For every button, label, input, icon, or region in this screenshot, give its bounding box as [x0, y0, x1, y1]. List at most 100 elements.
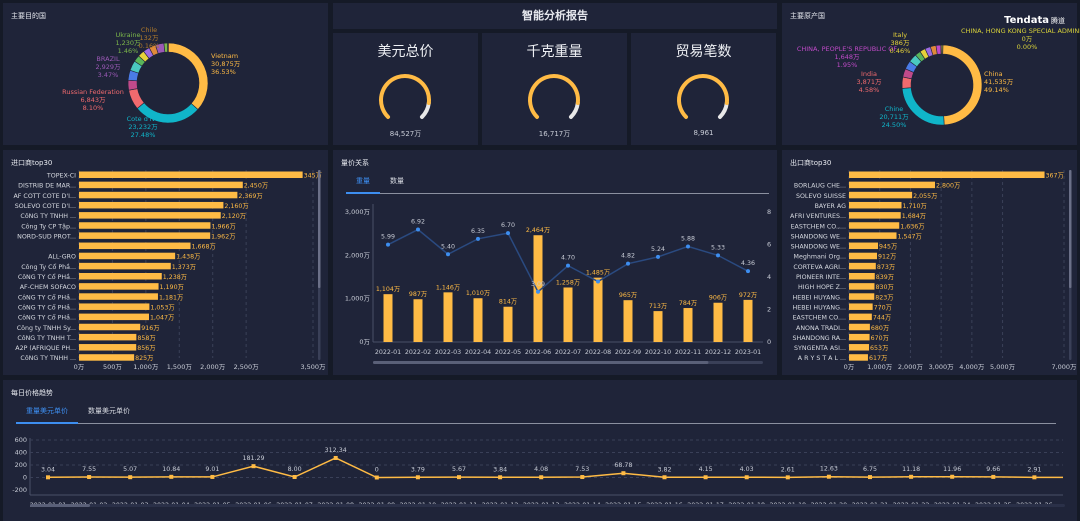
- slice-percent: 1.95%: [837, 61, 858, 69]
- slice-label: 132万: [140, 34, 159, 42]
- bar-category-label: Meghmani Org...: [794, 254, 846, 261]
- line-point: [251, 464, 256, 469]
- x-tick-label: 500万: [103, 363, 122, 371]
- bar: [443, 292, 453, 342]
- scrollbar-thumb[interactable]: [1069, 170, 1072, 288]
- scrollbar[interactable]: [30, 504, 1065, 507]
- y-left-tick: 2,000万: [345, 251, 371, 259]
- bar-value-label: 1,636万: [900, 222, 924, 230]
- kpi-gauge: [677, 74, 729, 119]
- bar-category-label: AFRI VENTURES...: [790, 213, 846, 220]
- bar-category-label: TOPEX-CI: [46, 173, 76, 180]
- line-value-label: 6.92: [411, 219, 425, 226]
- tab-weight[interactable]: 重量: [346, 172, 380, 194]
- report-header: 智能分析报告: [333, 3, 777, 29]
- bar-value-label: 1,710万: [903, 202, 927, 210]
- slice-label: 3,871万: [856, 78, 882, 86]
- bar-category-label: HEBEI HUYANG...: [793, 304, 846, 311]
- scrollbar-thumb[interactable]: [318, 170, 321, 288]
- line-value-label: 6.35: [471, 228, 485, 235]
- origin-title: 主要原产国: [790, 12, 825, 20]
- bar-category-label: SHANDONG WE...: [791, 244, 846, 251]
- bar-category-label: CôNG TY Cổ PHầ...: [18, 292, 76, 301]
- bar: [849, 283, 875, 290]
- bar-value-label: 1,962万: [211, 232, 235, 240]
- line-value-label: 5.33: [711, 244, 725, 251]
- x-tick-label: 2022-03: [435, 349, 461, 356]
- y-left-tick: 0万: [359, 338, 370, 346]
- bar-value-label: 784万: [679, 299, 697, 307]
- bar: [79, 181, 243, 189]
- bar-category-label: SOLEVO COTE D'I...: [15, 203, 76, 210]
- scrollbar-thumb[interactable]: [373, 361, 709, 364]
- tab-quantity-unit-price[interactable]: 数量美元单价: [88, 407, 130, 415]
- exporters-bar-chart: 0万 1,000万 2,000万 3,000万 4,000万 5,000万 7,000万 36…: [790, 170, 1077, 371]
- line-value-label: 2.61: [781, 466, 795, 473]
- line-point: [621, 471, 626, 476]
- x-tick-label: 0万: [74, 363, 85, 371]
- bar-value-label: 1,047万: [150, 314, 174, 322]
- bar: [849, 181, 935, 189]
- slice-label: Vietnam: [211, 52, 238, 60]
- line-value-label: 4.36: [741, 260, 755, 267]
- bar-category-label: ANONA TRADI...: [796, 325, 846, 332]
- bar-value-label: 1,146万: [436, 283, 460, 291]
- slice-percent: 49.14%: [984, 86, 1009, 94]
- line-point: [498, 475, 503, 480]
- bar-value-label: 1,181万: [159, 293, 183, 301]
- line-value-label: 5.07: [123, 466, 137, 473]
- tab-weight-unit-price[interactable]: 重量美元单价: [16, 402, 78, 424]
- x-tick-label: 1,000万: [867, 363, 893, 371]
- slice-percent: 0.16%: [139, 42, 160, 50]
- y-right-tick: 8: [767, 208, 771, 216]
- y-tick-label: 200: [15, 461, 27, 469]
- slice-label: 1,230万: [115, 39, 141, 47]
- bar: [79, 262, 171, 270]
- scrollbar-thumb[interactable]: [30, 504, 90, 507]
- x-tick-label: 1,000万: [133, 363, 159, 371]
- kpi-title: 贸易笔数: [675, 44, 732, 60]
- bar-category-label: Công Ty CP Tập...: [21, 222, 76, 230]
- line-point: [785, 475, 790, 480]
- daily-price-panel: 每日价格趋势 重量美元单价 数量美元单价 600 400 200 0 -200 3.04 2…: [3, 380, 1077, 521]
- bar-value-label: 670万: [871, 334, 889, 342]
- bar: [713, 302, 723, 342]
- donut-slice: [163, 42, 168, 53]
- daily-price-title: 每日价格趋势: [11, 389, 53, 397]
- bar: [849, 232, 897, 239]
- bar-value-label: 1,238万: [163, 273, 187, 281]
- bar-value-label: 1,010万: [466, 289, 490, 297]
- line-point: [596, 279, 600, 284]
- x-tick-label: 2,000万: [898, 363, 924, 371]
- x-tick-label: 2022-12: [705, 349, 731, 356]
- line-value-label: 4.08: [534, 466, 548, 473]
- line-value-label: 9.66: [986, 466, 1000, 473]
- y-left-tick: 1,000万: [345, 295, 371, 303]
- bar-category-label: A R Y S T A L ...: [798, 355, 846, 362]
- bar: [849, 354, 868, 361]
- bar: [849, 313, 872, 321]
- slice-label: 1,648万: [834, 53, 860, 61]
- line-point: [536, 289, 540, 294]
- line-value-label: 6.75: [863, 466, 877, 473]
- x-tick-label: 2022-11: [675, 349, 701, 356]
- exporters-panel: 出口商top30 0万 1,000万 2,000万 3,000万 4,000万 5,000…: [782, 150, 1077, 375]
- y-right-tick: 6: [767, 241, 771, 249]
- x-tick-label: 1,500万: [167, 363, 193, 371]
- slice-label: 20,711万: [879, 113, 909, 121]
- x-tick-label: 7,000万: [1051, 363, 1077, 371]
- bar-value-label: 916万: [141, 324, 159, 332]
- tab-quantity[interactable]: 数量: [390, 177, 404, 185]
- kpi-gauge: [528, 74, 580, 119]
- line-value-label: 5.99: [381, 234, 395, 241]
- slice-percent: 8.10%: [83, 104, 104, 112]
- x-tick-label: 3,500万: [300, 363, 326, 371]
- slice-label: BRAZIL: [96, 55, 120, 63]
- line-value-label: 7.53: [575, 466, 589, 473]
- line-value-label: 3.82: [657, 466, 671, 473]
- x-tick-label: 3,000万: [929, 363, 955, 371]
- bar-value-label: 744万: [873, 314, 891, 322]
- line-value-label: 11.18: [902, 466, 920, 473]
- bar: [533, 235, 543, 342]
- bar: [79, 283, 159, 290]
